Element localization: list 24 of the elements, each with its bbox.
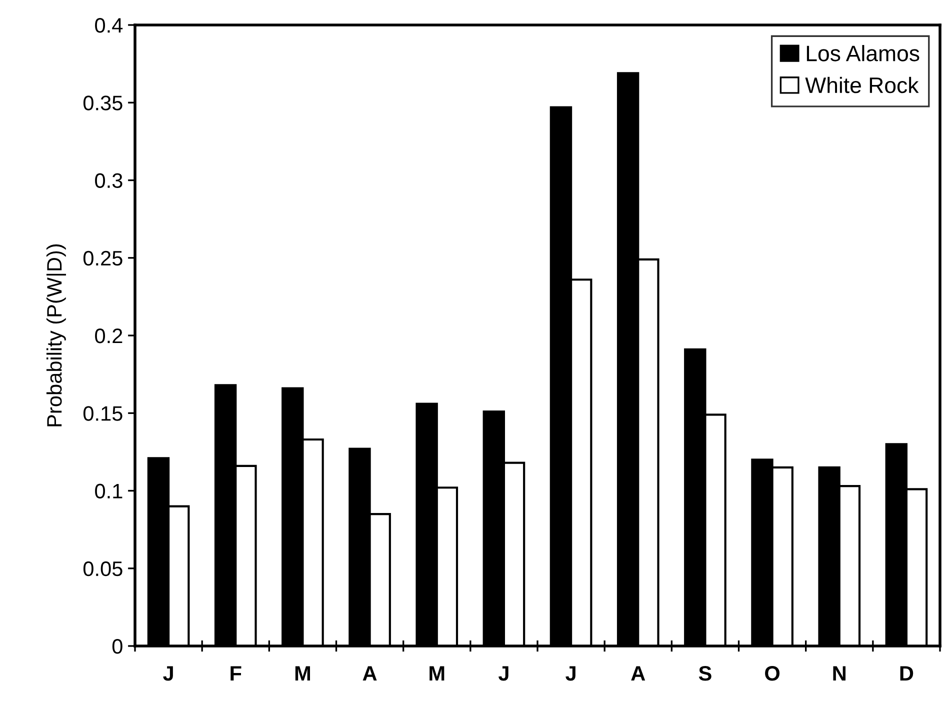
y-tick-label: 0.2: [95, 328, 122, 344]
y-tick-label: 0.35: [83, 96, 122, 110]
y-tick-label: 0.3: [95, 173, 122, 188]
x-tick-label: F: [230, 666, 242, 681]
y-tick-label: 0.4: [95, 18, 123, 33]
x-tick-label: M: [295, 666, 310, 681]
legend-label: Los Alamos: [806, 45, 920, 62]
x-tick-label: D: [900, 666, 914, 681]
x-tick-label: J: [566, 666, 576, 681]
x-tick-label: A: [362, 666, 377, 681]
x-tick-label: J: [163, 666, 173, 681]
y-tick-label: 0: [112, 639, 122, 654]
x-tick-label: S: [698, 666, 712, 681]
x-tick-label: A: [631, 666, 646, 681]
y-axis-title: Probability (P(W|D)): [46, 244, 66, 426]
x-tick-label: N: [833, 666, 846, 681]
x-tick-label: J: [498, 666, 508, 681]
y-tick-label: 0.05: [83, 561, 122, 576]
legend-label: White Rock: [805, 76, 919, 94]
x-tick-label: M: [430, 666, 444, 681]
y-tick-label: 0.25: [83, 250, 122, 266]
x-tick-label: O: [765, 666, 780, 681]
y-tick-label: 0.15: [83, 406, 122, 421]
y-tick-label: 0.1: [95, 484, 122, 499]
